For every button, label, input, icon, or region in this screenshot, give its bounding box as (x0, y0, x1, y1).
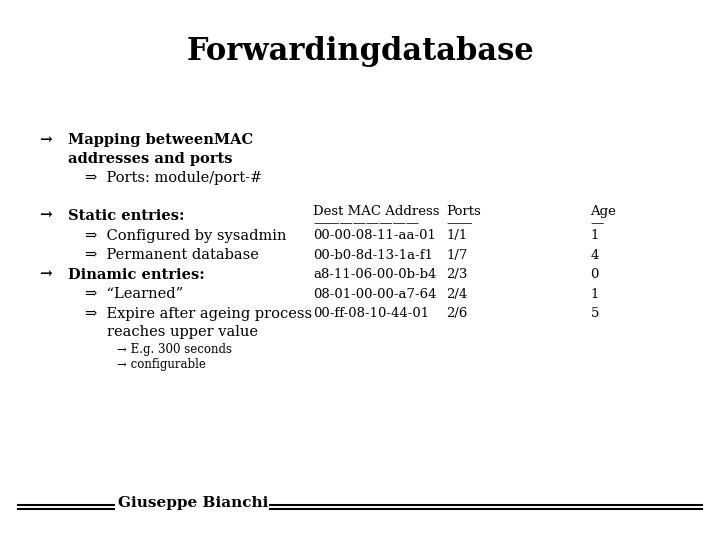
Text: →: → (40, 133, 53, 147)
Text: →: → (40, 209, 53, 223)
Text: 1: 1 (590, 230, 599, 242)
Text: Giuseppe Bianchi: Giuseppe Bianchi (118, 496, 268, 510)
Text: 1/1: 1/1 (446, 230, 468, 242)
Text: 0: 0 (590, 268, 599, 281)
Text: Dest MAC Address: Dest MAC Address (313, 205, 440, 218)
Text: ————————: ———————— (313, 218, 419, 231)
Text: 1: 1 (590, 288, 599, 301)
Text: ⇒  Expire after ageing process: ⇒ Expire after ageing process (85, 307, 312, 321)
Text: ⇒  “Learned”: ⇒ “Learned” (85, 287, 183, 301)
Text: a8-11-06-00-0b-b4: a8-11-06-00-0b-b4 (313, 268, 436, 281)
Text: Forwardingdatabase: Forwardingdatabase (186, 36, 534, 67)
Text: → configurable: → configurable (117, 358, 206, 371)
Text: Ports: Ports (446, 205, 481, 218)
Text: 00-00-08-11-aa-01: 00-00-08-11-aa-01 (313, 230, 436, 242)
Text: 4: 4 (590, 249, 599, 262)
Text: ⇒  Configured by sysadmin: ⇒ Configured by sysadmin (85, 229, 287, 243)
Text: →: → (40, 268, 53, 282)
Text: Mapping betweenMAC: Mapping betweenMAC (68, 133, 253, 147)
Text: 2/4: 2/4 (446, 288, 468, 301)
Text: 00-b0-8d-13-1a-f1: 00-b0-8d-13-1a-f1 (313, 249, 433, 262)
Text: —: — (590, 218, 603, 231)
Text: 1/7: 1/7 (446, 249, 468, 262)
Text: 5: 5 (590, 307, 599, 320)
Text: 08-01-00-00-a7-64: 08-01-00-00-a7-64 (313, 288, 437, 301)
Text: ——: —— (446, 218, 473, 231)
Text: Age: Age (590, 205, 616, 218)
Text: reaches upper value: reaches upper value (107, 325, 258, 339)
Text: Dinamic entries:: Dinamic entries: (68, 268, 205, 282)
Text: ⇒  Permanent database: ⇒ Permanent database (85, 248, 258, 262)
Text: 00-ff-08-10-44-01: 00-ff-08-10-44-01 (313, 307, 429, 320)
Text: 2/3: 2/3 (446, 268, 468, 281)
Text: addresses and ports: addresses and ports (68, 152, 233, 166)
Text: ⇒  Ports: module/port-#: ⇒ Ports: module/port-# (85, 171, 262, 185)
Text: 2/6: 2/6 (446, 307, 468, 320)
Text: → E.g. 300 seconds: → E.g. 300 seconds (117, 343, 233, 356)
Text: Static entries:: Static entries: (68, 209, 185, 223)
